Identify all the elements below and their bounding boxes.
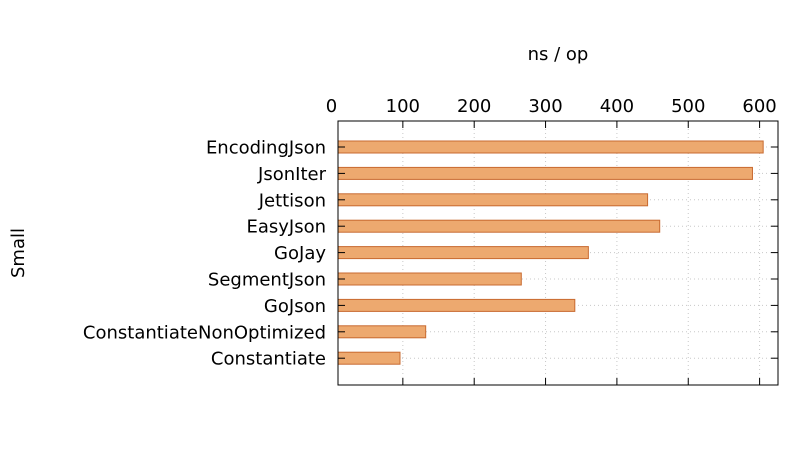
bar [337, 166, 753, 180]
category-label: GoJay [274, 243, 326, 264]
x-tick-label: 200 [457, 96, 491, 117]
category-label: EasyJson [246, 217, 326, 238]
bar [337, 140, 764, 154]
category-label: Jettison [258, 190, 326, 211]
category-label: GoJson [264, 296, 326, 317]
x-axis-title: ns / op [528, 44, 589, 65]
x-tick-label: 400 [600, 96, 634, 117]
bars [337, 140, 764, 365]
x-tick-label: 0 [326, 96, 337, 117]
bar [337, 272, 522, 286]
bar [337, 219, 661, 233]
category-label: JsonIter [257, 164, 327, 185]
bar [337, 193, 649, 207]
category-label: EncodingJson [206, 138, 326, 159]
bar [337, 351, 401, 365]
x-tick-label: 600 [742, 96, 776, 117]
category-label: Constantiate [211, 349, 326, 370]
bar [337, 298, 576, 312]
x-ticks: 0 100 200 300 400 500 600 [326, 96, 778, 385]
y-axis-title: Small [8, 228, 29, 278]
category-label: SegmentJson [208, 270, 326, 291]
bar [337, 246, 589, 260]
bar [337, 325, 427, 339]
x-tick-label: 500 [671, 96, 705, 117]
category-labels: EncodingJson JsonIter Jettison EasyJson GoJa… [83, 138, 327, 370]
category-label: ConstantiateNonOptimized [83, 322, 326, 343]
x-tick-label: 300 [528, 96, 562, 117]
x-tick-label: 100 [386, 96, 420, 117]
